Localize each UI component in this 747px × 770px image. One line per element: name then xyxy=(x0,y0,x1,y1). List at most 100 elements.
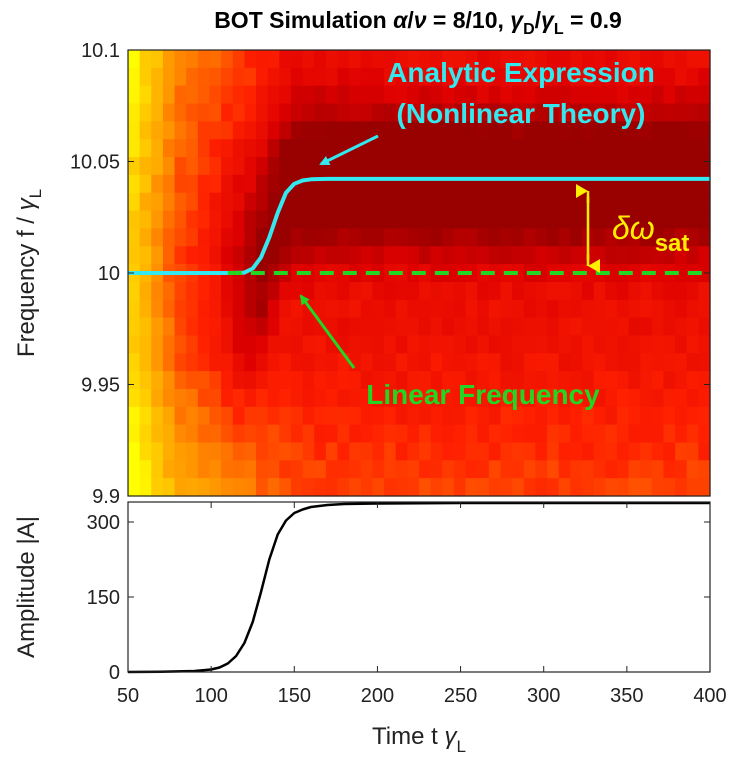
heatmap-cell xyxy=(384,210,397,229)
heatmap-cell xyxy=(640,121,653,140)
heatmap-cell xyxy=(500,424,513,444)
heatmap-cell xyxy=(675,478,688,497)
heatmap-cell xyxy=(384,353,397,372)
heatmap-cell xyxy=(162,371,176,390)
heatmap-cell xyxy=(698,192,711,212)
heatmap-cell xyxy=(640,335,653,354)
heatmap-cell xyxy=(128,353,141,372)
heatmap-cell xyxy=(651,335,665,354)
y-tick-label: 9.9 xyxy=(92,486,120,508)
heatmap-cell xyxy=(593,406,606,426)
heatmap-cell xyxy=(197,50,211,69)
heatmap-cell xyxy=(302,228,315,247)
heatmap-cell xyxy=(477,460,490,479)
heatmap-cell xyxy=(384,67,397,87)
heatmap-cell xyxy=(314,442,327,461)
heatmap-cell xyxy=(221,478,234,497)
heatmap-cell xyxy=(407,335,420,354)
heatmap-cell xyxy=(209,371,222,390)
heatmap-cell xyxy=(279,335,292,354)
heatmap-cell xyxy=(453,157,467,176)
heatmap-cell xyxy=(128,299,141,319)
heatmap-cell xyxy=(174,317,187,337)
heatmap-cell xyxy=(372,85,385,105)
heatmap-cell xyxy=(442,388,455,408)
heatmap-cell xyxy=(256,299,269,319)
heatmap-cell xyxy=(186,228,199,247)
heatmap-cell xyxy=(244,388,257,408)
heatmap-cell xyxy=(407,157,420,176)
heatmap-cell xyxy=(151,228,164,247)
heatmap-cell xyxy=(244,121,257,140)
heatmap-cell xyxy=(395,317,408,337)
heatmap-cell xyxy=(360,335,374,354)
heatmap-cell xyxy=(279,371,292,390)
heatmap-cell xyxy=(197,478,211,497)
heatmap-cell xyxy=(523,121,536,140)
heatmap-cell xyxy=(616,210,630,229)
heatmap-cell xyxy=(430,317,443,337)
heatmap-cell xyxy=(477,192,490,212)
heatmap-cell xyxy=(128,460,141,479)
heatmap-cell xyxy=(290,139,304,158)
heatmap-cell xyxy=(314,50,327,69)
heatmap-cell xyxy=(663,50,676,69)
heatmap-cell xyxy=(360,388,374,408)
heatmap-cell xyxy=(581,460,595,479)
heatmap-cell xyxy=(279,317,292,337)
heatmap-cell xyxy=(325,388,339,408)
heatmap-cell xyxy=(465,139,478,158)
heatmap-cell xyxy=(209,281,222,301)
heatmap-cell xyxy=(174,281,187,301)
heatmap-cell xyxy=(500,67,513,87)
heatmap-cell xyxy=(477,335,490,354)
heatmap-cell xyxy=(651,371,665,390)
heatmap-cell xyxy=(512,478,525,497)
heatmap-cell xyxy=(651,157,665,176)
top-series xyxy=(128,176,710,275)
heatmap-cell xyxy=(663,103,676,122)
heatmap-cell xyxy=(500,460,513,479)
heatmap-cell xyxy=(267,121,280,140)
heatmap-cell xyxy=(384,299,397,319)
heatmap-cell xyxy=(686,371,699,390)
heatmap-cell xyxy=(162,281,176,301)
heatmap-cell xyxy=(605,460,618,479)
heatmap-cell xyxy=(128,50,141,69)
heatmap-cell xyxy=(372,50,385,69)
heatmap-cell xyxy=(372,121,385,140)
heatmap-cell xyxy=(128,192,141,212)
heatmap-cell xyxy=(442,353,455,372)
linear-arrow xyxy=(299,294,356,369)
heatmap-cell xyxy=(547,353,560,372)
heatmap-cell xyxy=(290,103,304,122)
heatmap-cell xyxy=(384,460,397,479)
heatmap-cell xyxy=(372,406,385,426)
heatmap-cell xyxy=(337,50,350,69)
heatmap-cell xyxy=(360,85,374,105)
heatmap-cell xyxy=(581,103,595,122)
heatmap-cell xyxy=(197,85,211,105)
heatmap-cell xyxy=(686,478,699,497)
heatmap-cell xyxy=(372,246,385,265)
heatmap-cell xyxy=(453,442,467,461)
heatmap-cell xyxy=(407,442,420,461)
heatmap-cell xyxy=(616,460,630,479)
heatmap-cell xyxy=(640,139,653,158)
heatmap-cell xyxy=(651,478,665,497)
x-tick-label: 400 xyxy=(693,685,726,707)
heatmap-cell xyxy=(663,139,676,158)
heatmap-cell xyxy=(302,424,315,444)
heatmap-cell xyxy=(209,85,222,105)
heatmap-cell xyxy=(349,121,362,140)
bottom-series xyxy=(127,501,710,674)
heatmap-cell xyxy=(290,353,304,372)
heatmap-cell xyxy=(139,67,152,87)
heatmap-cell xyxy=(337,388,350,408)
heatmap-cell xyxy=(512,157,525,176)
heatmap-cell xyxy=(535,460,548,479)
heatmap-cell xyxy=(477,424,490,444)
heatmap-cell xyxy=(395,353,408,372)
heatmap-cell xyxy=(453,192,467,212)
heatmap-cell xyxy=(488,406,502,426)
